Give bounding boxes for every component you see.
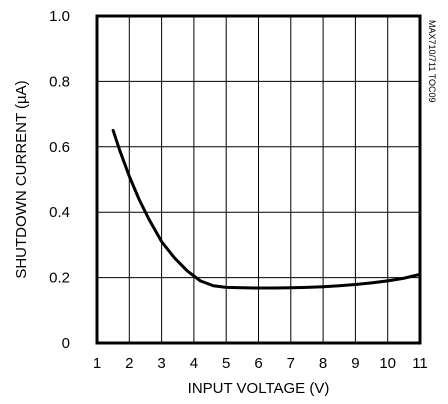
- figure-code-label: MAX710/711 TOC09: [427, 20, 437, 103]
- y-tick-label: 0.2: [49, 270, 70, 287]
- y-axis-title: SHUTDOWN CURRENT (µA): [13, 80, 30, 278]
- plot-frame: [95, 14, 422, 345]
- y-tick-label: 0.4: [49, 204, 70, 221]
- x-tick-label: 9: [351, 355, 359, 372]
- x-tick-label: 5: [222, 355, 230, 372]
- plot-border: [95, 14, 422, 345]
- grid: [97, 16, 420, 343]
- series-layer: [111, 128, 422, 290]
- series-line: [111, 128, 422, 290]
- x-tick-label: 8: [319, 355, 327, 372]
- x-tick-label: 6: [254, 355, 262, 372]
- x-tick-label: 11: [412, 355, 428, 372]
- x-tick-label: 2: [125, 355, 133, 372]
- y-tick-label: 0.8: [49, 73, 70, 90]
- tick-labels: 1 2 3 4 5 6 7 8 9 10 11 0 0.2 0.4 0.6 0.8 1.0: [49, 8, 428, 372]
- x-tick-label: 7: [287, 355, 295, 372]
- x-tick-label: 3: [157, 355, 165, 372]
- y-tick-label: 0.6: [49, 139, 70, 156]
- x-tick-label: 4: [190, 355, 198, 372]
- x-tick-label: 10: [379, 355, 396, 372]
- y-tick-label: 0: [62, 335, 70, 352]
- x-axis-title: INPUT VOLTAGE (V): [188, 380, 330, 397]
- x-tick-label: 1: [93, 355, 101, 372]
- y-tick-label: 1.0: [49, 8, 70, 25]
